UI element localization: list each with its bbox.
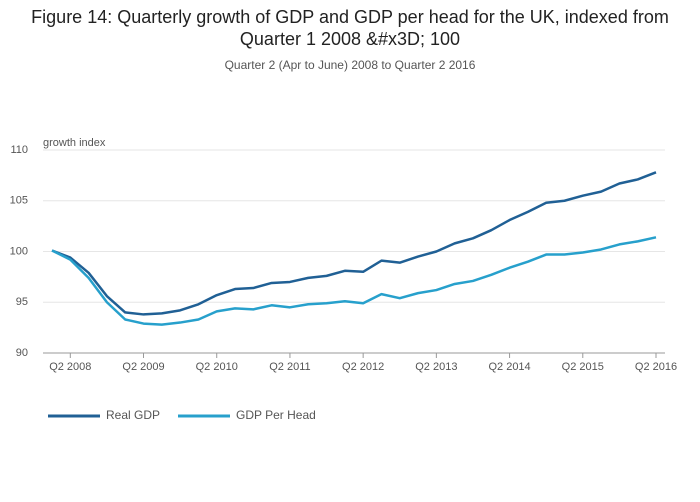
y-tick-label: 90 [16,347,28,359]
x-tick-label: Q2 2011 [269,361,310,373]
series-line [51,171,657,316]
x-tick-label: Q2 2013 [415,361,457,373]
legend-label: Real GDP [106,408,160,422]
x-tick-label: Q2 2016 [635,361,677,373]
series-line [51,236,657,326]
x-tick-label: Q2 2010 [196,361,238,373]
y-axis-label: growth index [43,137,106,149]
chart-title: Figure 14: Quarterly growth of GDP and G… [31,7,669,49]
chart-subtitle: Quarter 2 (Apr to June) 2008 to Quarter … [224,58,476,72]
legend-label: GDP Per Head [236,408,316,422]
x-tick-label: Q2 2015 [562,361,604,373]
y-tick-label: 110 [10,144,28,156]
x-tick-label: Q2 2008 [49,361,91,373]
x-tick-label: Q2 2009 [122,361,164,373]
y-tick-label: 95 [16,296,28,308]
x-tick-label: Q2 2014 [488,361,530,373]
x-tick-label: Q2 2012 [342,361,384,373]
y-tick-label: 100 [10,245,28,257]
y-tick-label: 105 [10,195,28,207]
